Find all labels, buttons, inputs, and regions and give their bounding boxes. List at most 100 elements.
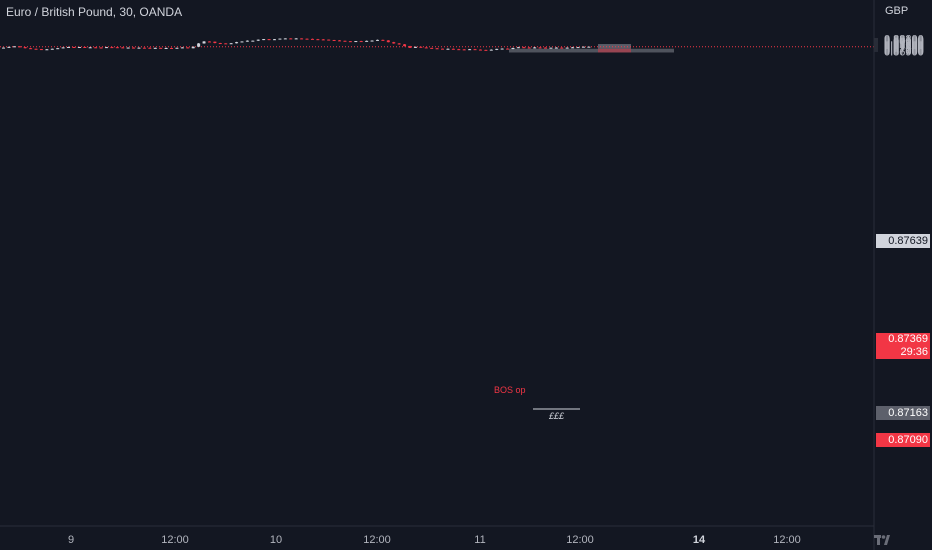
candle-body: [338, 40, 342, 42]
candle-body: [571, 47, 575, 49]
candle-body: [392, 42, 396, 44]
candle-body: [45, 49, 49, 51]
candle-body: [354, 41, 358, 43]
candle-body: [430, 47, 434, 49]
marker-upper-value: 0.87639: [888, 235, 928, 247]
candle-body: [446, 48, 450, 50]
time-tick-label: 12:00: [161, 534, 189, 546]
candle-body: [283, 38, 287, 40]
candle-body: [99, 47, 103, 49]
candle-body: [191, 46, 195, 49]
price-tick-label: 0.87400: [884, 41, 924, 53]
candle-body: [511, 47, 515, 49]
current-price-tag: 0.87369 29:36: [876, 333, 930, 359]
annotations-layer: BOS op £££: [494, 385, 580, 421]
candle-body: [451, 48, 455, 50]
price-tick-label: 0.87200: [884, 43, 924, 55]
candle-body: [581, 46, 585, 48]
marker-lower-tag: 0.87090: [876, 433, 930, 447]
candle-body: [121, 47, 125, 49]
symbol-title[interactable]: Euro / British Pound, 30, OANDA: [6, 5, 183, 19]
price-tick-label: 0.87100: [884, 44, 924, 56]
price-tick-label: 0.87700: [884, 38, 924, 50]
candle-body: [12, 46, 16, 48]
candle-body: [175, 47, 179, 49]
candle-body: [88, 47, 92, 49]
candle-body: [148, 47, 152, 49]
candle-body: [506, 48, 510, 50]
current-price-value: 0.87369: [888, 333, 928, 345]
candle-body: [251, 40, 255, 42]
candle-body: [348, 41, 352, 43]
candle-body: [462, 49, 466, 51]
candle-body: [386, 40, 390, 43]
candle-body: [305, 38, 309, 40]
candle-body: [235, 42, 239, 44]
bos-label: BOS op: [494, 385, 526, 395]
candle-body: [77, 47, 81, 49]
candle-body: [533, 47, 537, 49]
marker-middle-value: 0.87163: [888, 407, 928, 419]
candle-body: [224, 43, 228, 45]
candle-body: [115, 47, 119, 49]
tradingview-logo-icon[interactable]: [874, 534, 890, 546]
candle-body: [473, 49, 477, 51]
candle-body: [408, 46, 412, 48]
candle-body: [576, 47, 580, 49]
candle-body: [300, 38, 304, 40]
candle-body: [370, 40, 374, 42]
candle-body: [468, 49, 472, 51]
candle-body: [256, 39, 260, 41]
candle-body: [549, 47, 553, 49]
candle-body: [61, 47, 65, 49]
candle-body: [2, 47, 5, 49]
marker-upper-tag: 0.87639: [876, 234, 930, 248]
time-axis[interactable]: 9 12:00 10 12:00 11 12:00 14 12:00: [68, 534, 801, 546]
candle-body: [267, 39, 271, 41]
candle-body: [170, 47, 174, 49]
marker-lower-value: 0.87090: [888, 434, 928, 446]
candle-body: [375, 39, 379, 41]
candle-body: [381, 39, 385, 41]
price-axis[interactable]: 0.882000.881000.880000.879000.878000.877…: [874, 34, 924, 59]
candle-body: [273, 39, 276, 41]
price-tick-label: 0.88100: [884, 34, 924, 46]
candle-body: [327, 39, 331, 41]
candle-body: [153, 47, 157, 49]
candle-body: [229, 43, 233, 45]
currency-label: GBP: [885, 5, 909, 17]
time-tick-label: 12:00: [773, 534, 801, 546]
candle-body: [419, 46, 423, 48]
demand-zone[interactable]: [509, 48, 674, 53]
candle-body: [67, 47, 71, 49]
candle-body: [587, 46, 591, 48]
time-tick-label: 12:00: [566, 534, 594, 546]
candle-body: [29, 48, 33, 50]
price-tick-label: 0.87500: [884, 40, 924, 52]
time-tick-label: 14: [693, 534, 706, 546]
candle-body: [180, 47, 184, 49]
candle-body: [457, 49, 461, 51]
candle-body: [489, 49, 493, 51]
supply-zone[interactable]: [598, 44, 631, 49]
candle-body: [321, 39, 325, 41]
candle-body: [403, 44, 407, 47]
candle-body: [554, 47, 558, 49]
candle-body: [343, 40, 347, 42]
candle-body: [484, 49, 488, 51]
candle-body: [522, 47, 526, 49]
candle-body: [289, 38, 293, 40]
bar-countdown: 29:36: [900, 346, 928, 358]
candle-body: [316, 39, 320, 41]
candle-body: [527, 47, 531, 49]
candle-body: [565, 47, 569, 49]
candle-body: [560, 47, 564, 49]
candle-body: [332, 39, 336, 41]
candle-body: [365, 40, 369, 42]
candle-body: [544, 47, 547, 49]
candle-body: [186, 47, 190, 49]
candle-body: [294, 38, 298, 40]
price-tick-label: 0.86900: [884, 46, 924, 58]
candle-body: [359, 41, 363, 43]
